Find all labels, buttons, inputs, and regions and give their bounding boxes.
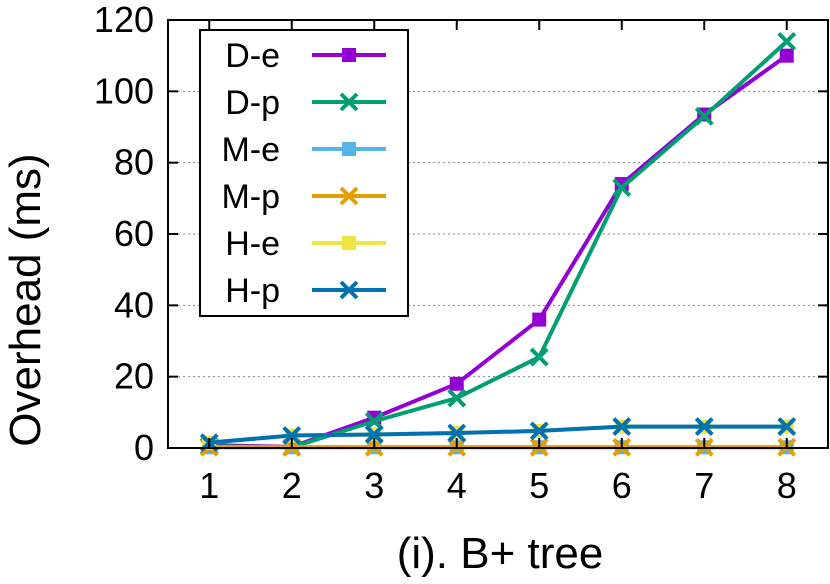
marker-x: [612, 417, 632, 437]
legend-item: M-p: [221, 178, 386, 216]
marker-x-stroke: [339, 280, 359, 300]
y-tick-label: 20: [114, 356, 154, 397]
marker-x: [364, 425, 384, 444]
legend-label: D-e: [225, 37, 280, 75]
x-tick-label: 7: [694, 465, 714, 506]
marker-x: [777, 31, 797, 51]
marker-x-stroke: [447, 388, 467, 408]
marker-square: [614, 177, 629, 192]
marker-x-stroke: [777, 417, 797, 437]
legend-item: M-e: [221, 131, 386, 169]
marker-x: [777, 417, 797, 437]
marker-x-stroke: [529, 347, 549, 367]
y-tick-label: 60: [114, 213, 154, 254]
legend-label: H-p: [225, 272, 280, 310]
marker-x: [694, 417, 714, 437]
legend: D-e D-p M-e M-p H-e H-p: [199, 29, 409, 317]
marker-square: [449, 376, 464, 391]
marker-square: [342, 236, 356, 250]
marker-square: [532, 312, 547, 327]
x-tick-label: 1: [199, 465, 219, 506]
legend-item: H-e: [225, 225, 386, 263]
marker-x: [612, 178, 632, 198]
marker-x-stroke: [339, 186, 359, 206]
x-tick-label: 5: [529, 465, 549, 506]
x-tick-label: 2: [282, 465, 302, 506]
legend-label: D-p: [225, 84, 280, 122]
marker-square: [342, 48, 356, 62]
marker-x-stroke: [447, 423, 467, 443]
legend-item: D-p: [225, 84, 386, 122]
series-line: [209, 39, 789, 450]
marker-x-stroke: [339, 92, 359, 112]
marker-x-stroke: [529, 421, 549, 441]
x-tick-label: 6: [612, 465, 632, 506]
x-tick-label: 4: [447, 465, 467, 506]
legend-label: H-e: [225, 225, 280, 263]
y-tick-label: 120: [94, 0, 154, 40]
marker-x-stroke: [694, 106, 714, 126]
x-axis-title: (i). B+ tree: [397, 529, 604, 578]
axis-ticks: 0 20 40 60 80 100 120 1 2 3 4 5 6 7 8: [94, 0, 828, 506]
y-tick-label: 100: [94, 70, 154, 111]
marker-square: [779, 48, 794, 63]
marker-x-stroke: [612, 178, 632, 198]
legend-box: [199, 29, 409, 317]
marker-x-stroke: [282, 426, 302, 445]
marker-x-stroke: [364, 425, 384, 444]
x-tick-label: 8: [777, 465, 797, 506]
marker-x-stroke: [777, 31, 797, 51]
y-tick-label: 0: [134, 427, 154, 468]
marker-square: [342, 142, 356, 156]
marker-x: [339, 186, 359, 206]
marker-x: [447, 423, 467, 443]
marker-x: [339, 92, 359, 112]
marker-x: [339, 280, 359, 300]
x-tick-label: 3: [364, 465, 384, 506]
legend-item: D-e: [225, 37, 386, 75]
legend-label: M-p: [221, 178, 280, 216]
y-axis-title: Overhead (ms): [1, 153, 50, 446]
marker-x-stroke: [612, 417, 632, 437]
marker-x-stroke: [694, 417, 714, 437]
series-line: [209, 424, 787, 445]
marker-x: [529, 421, 549, 441]
marker-x: [694, 106, 714, 126]
marker-x: [447, 388, 467, 408]
y-tick-label: 40: [114, 284, 154, 325]
y-tick-label: 80: [114, 142, 154, 183]
marker-x: [282, 426, 302, 445]
legend-label: M-e: [221, 131, 280, 169]
legend-item: H-p: [225, 272, 386, 310]
marker-x: [529, 347, 549, 367]
